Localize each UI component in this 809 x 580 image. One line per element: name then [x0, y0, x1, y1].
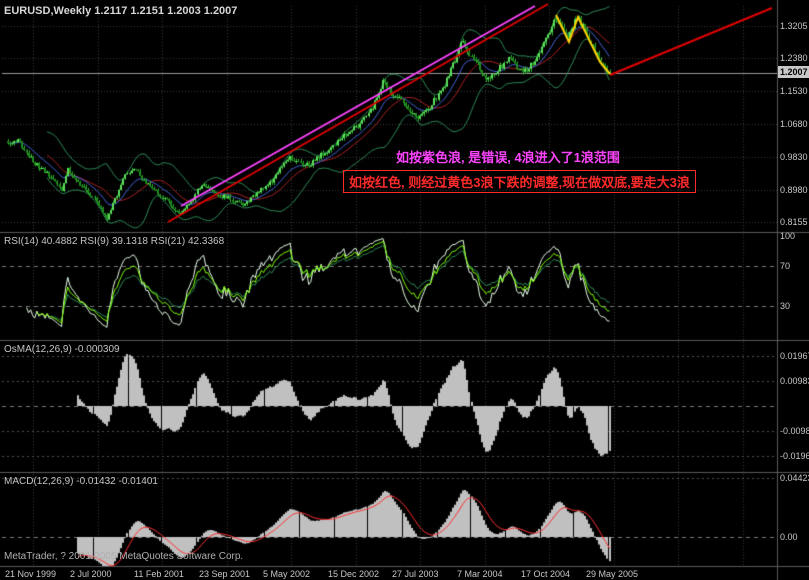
- date-label: 2 Jul 2000: [70, 569, 112, 579]
- date-label: 11 Feb 2001: [134, 569, 184, 579]
- annotation-red-wave-note[interactable]: 如按红色, 则经过黄色3浪下跌的调整,现在做双底,要走大3浪: [343, 170, 696, 193]
- date-label: 23 Sep 2001: [199, 569, 251, 579]
- date-label: 5 May 2002: [263, 569, 311, 579]
- date-label: 21 Nov 1999: [5, 569, 57, 579]
- price-scale-label: 0.8155: [780, 217, 808, 227]
- macd-scale-label: 0.04423: [780, 473, 809, 483]
- price-scale-label: 1.2380: [780, 53, 808, 63]
- annotation-magenta-wave-note[interactable]: 如按紫色浪, 是错误, 4浪进入了1浪范围: [396, 150, 620, 165]
- price-scale-label: 0.8980: [780, 185, 808, 195]
- date-label: 17 Oct 2004: [521, 569, 571, 579]
- osma-scale-label: 0.00983: [780, 376, 809, 386]
- date-label: 7 Mar 2004: [457, 569, 503, 579]
- copyright-text: MetaTrader, ? 2001-2005 MetaQuotes Softw…: [4, 551, 244, 562]
- rsi-indicator-label: RSI(14) 40.4882 RSI(9) 39.1318 RSI(21) 4…: [4, 236, 225, 247]
- osma-scale-label: -0.00983: [780, 426, 809, 436]
- osma-scale-label: -0.01967: [780, 451, 809, 461]
- osma-indicator-label: OsMA(12,26,9) -0.000309: [4, 344, 120, 355]
- rsi-scale-label: 100: [780, 231, 796, 241]
- price-scale-label: 1.0680: [780, 119, 808, 129]
- symbol-title: EURUSD,Weekly 1.2117 1.2151 1.2003 1.200…: [4, 5, 238, 17]
- macd-indicator-label: MACD(12,26,9) -0.01432 -0.01401: [4, 476, 158, 487]
- osma-scale-label: 0.01967: [780, 351, 809, 361]
- date-label: 15 Dec 2002: [328, 569, 380, 579]
- date-label: 27 Jul 2003: [392, 569, 439, 579]
- macd-scale-label: 0.00: [780, 532, 798, 542]
- price-scale-label: 1.3205: [780, 21, 808, 31]
- current-price-badge: 1.2007: [778, 66, 809, 78]
- price-scale-label: 1.1530: [780, 86, 808, 96]
- rsi-scale-label: 30: [780, 301, 791, 311]
- rsi-scale-label: 70: [780, 261, 791, 271]
- date-label: 29 May 2005: [586, 569, 639, 579]
- price-scale-label: 0.9830: [780, 152, 808, 162]
